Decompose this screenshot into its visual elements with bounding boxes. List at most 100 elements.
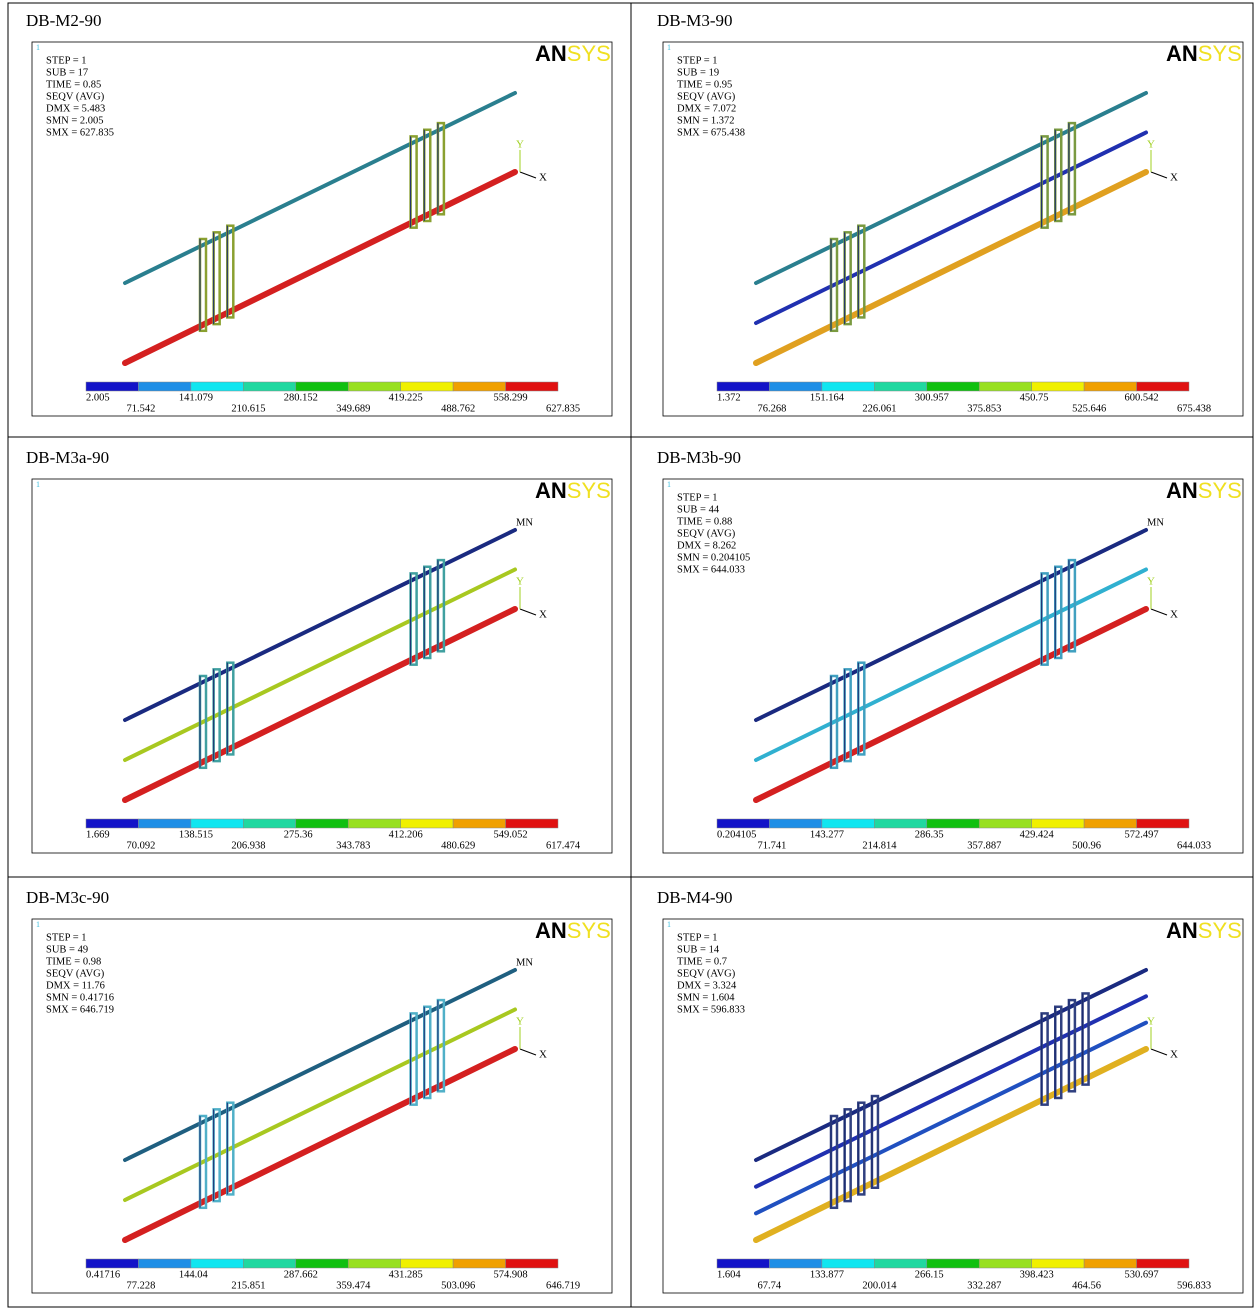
legend-label: 646.719 [546, 1280, 580, 1291]
legend-label: 200.014 [862, 1280, 897, 1291]
panel-title: DB-M2-90 [26, 11, 102, 30]
legend-label: 572.497 [1125, 829, 1159, 840]
info-line: TIME = 0.98 [46, 956, 101, 967]
info-line: DMX = 8.262 [677, 540, 736, 551]
legend-swatch [1083, 1258, 1137, 1269]
legend-swatch [85, 818, 139, 829]
legend-swatch [452, 1258, 506, 1269]
legend-label: 525.646 [1072, 403, 1106, 414]
info-line: TIME = 0.88 [677, 516, 732, 527]
rail [122, 1046, 518, 1243]
info-line: STEP = 1 [46, 55, 87, 66]
legend-label: 574.908 [494, 1269, 528, 1280]
legend-swatch [295, 381, 349, 392]
panel-title: DB-M4-90 [657, 888, 733, 907]
legend-swatch [1136, 1258, 1190, 1269]
legend-swatch [452, 381, 506, 392]
legend-label: 480.629 [441, 840, 475, 851]
legend-label: 349.689 [336, 403, 370, 414]
legend-label: 375.853 [967, 403, 1001, 414]
info-line: SEQV (AVG) [677, 968, 736, 979]
legend-label: 215.851 [231, 1280, 265, 1291]
legend-label: 287.662 [284, 1269, 318, 1280]
legend-label: 67.74 [757, 1280, 781, 1291]
legend-label: 429.424 [1020, 829, 1055, 840]
legend-label: 596.833 [1177, 1280, 1211, 1291]
legend-swatch [978, 818, 1032, 829]
window-number: 1 [667, 920, 671, 929]
ansys-logo: ANSYS [535, 41, 611, 66]
ansys-logo: ANSYS [1166, 918, 1242, 943]
legend-label: 1.372 [717, 392, 741, 403]
info-line: SMX = 627.835 [46, 127, 114, 138]
legend-swatch [769, 1258, 823, 1269]
legend-label: 419.225 [389, 392, 423, 403]
legend-swatch [243, 1258, 297, 1269]
panel-title: DB-M3c-90 [26, 888, 109, 907]
ansys-logo: ANSYS [1166, 41, 1242, 66]
logo-an: AN [535, 478, 567, 503]
legend-swatch [452, 818, 506, 829]
info-line: DMX = 3.324 [677, 980, 737, 991]
legend-label: 1.604 [717, 1269, 741, 1280]
legend-label: 644.033 [1177, 840, 1211, 851]
rail [753, 606, 1149, 803]
rail [123, 528, 517, 722]
legend-label: 286.35 [915, 829, 944, 840]
legend-label: 266.15 [915, 1269, 944, 1280]
legend-swatch [138, 818, 192, 829]
legend-label: 214.814 [862, 840, 897, 851]
rail [123, 91, 517, 285]
panel-title: DB-M3b-90 [657, 448, 741, 467]
legend-label: 77.228 [126, 1280, 155, 1291]
logo-sys: SYS [567, 41, 611, 66]
legend-swatch [769, 818, 823, 829]
axis-x-label: X [539, 1049, 547, 1061]
ansys-logo: ANSYS [535, 918, 611, 943]
rail [123, 567, 517, 762]
legend-swatch [243, 818, 297, 829]
rail [122, 606, 518, 803]
legend-swatch [85, 1258, 139, 1269]
rail [754, 567, 1148, 762]
legend-label: 412.206 [389, 829, 423, 840]
info-line: TIME = 0.7 [677, 956, 727, 967]
rail [754, 130, 1148, 325]
info-line: TIME = 0.95 [677, 79, 732, 90]
axis-x [1150, 608, 1168, 616]
legend-label: 530.697 [1125, 1269, 1159, 1280]
axis-y-label: Y [1147, 139, 1155, 151]
logo-an: AN [1166, 918, 1198, 943]
plot-frame [662, 918, 1244, 1294]
legend-swatch [347, 818, 401, 829]
legend-label: 431.285 [389, 1269, 423, 1280]
legend-swatch [1031, 381, 1085, 392]
legend-label: 143.277 [810, 829, 844, 840]
info-line: SMX = 675.438 [677, 127, 745, 138]
plot-frame [31, 41, 613, 417]
rail [754, 528, 1148, 722]
info-line: STEP = 1 [677, 55, 718, 66]
legend-label: 488.762 [441, 403, 475, 414]
axis-y-label: Y [1147, 1016, 1155, 1028]
legend-swatch [926, 381, 980, 392]
axis-y-label: Y [516, 139, 524, 151]
legend-swatch [978, 1258, 1032, 1269]
legend-swatch [926, 818, 980, 829]
legend-swatch [400, 818, 454, 829]
legend-label: 500.96 [1072, 840, 1101, 851]
legend-label: 343.783 [336, 840, 370, 851]
axis-x-label: X [539, 609, 547, 621]
logo-an: AN [1166, 478, 1198, 503]
info-line: STEP = 1 [677, 932, 718, 943]
legend-label: 280.152 [284, 392, 318, 403]
rail [754, 1020, 1148, 1216]
info-line: SEQV (AVG) [677, 528, 736, 539]
rail [753, 1046, 1149, 1243]
info-line: SEQV (AVG) [46, 968, 105, 979]
legend-swatch [769, 381, 823, 392]
legend-swatch [295, 818, 349, 829]
axis-x [519, 1048, 537, 1056]
mn-label: MN [516, 517, 533, 528]
info-line: SUB = 49 [46, 944, 88, 955]
